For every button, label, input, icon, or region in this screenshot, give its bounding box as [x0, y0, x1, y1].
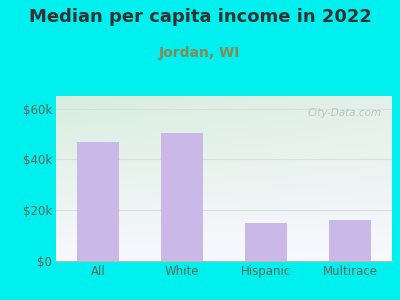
Bar — [245, 223, 287, 261]
Bar — [329, 220, 371, 261]
Text: City-Data.com: City-Data.com — [308, 107, 382, 118]
Bar — [161, 133, 203, 261]
Text: Median per capita income in 2022: Median per capita income in 2022 — [28, 8, 372, 26]
Bar — [77, 142, 119, 261]
Text: Jordan, WI: Jordan, WI — [159, 46, 241, 61]
